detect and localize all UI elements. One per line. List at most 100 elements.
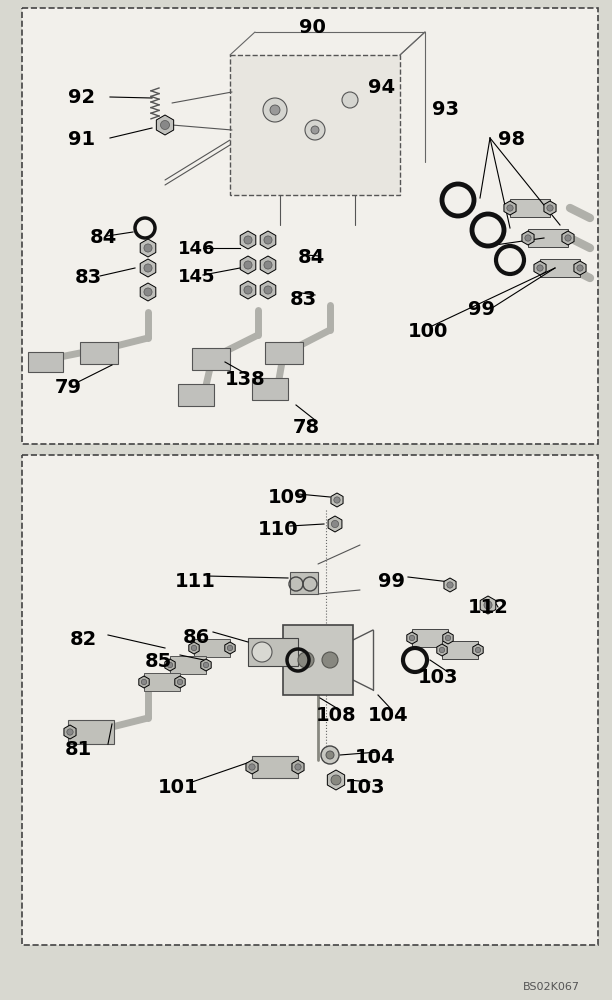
Polygon shape: [260, 256, 276, 274]
Bar: [528, 229, 568, 247]
Circle shape: [484, 601, 492, 609]
Text: 79: 79: [55, 378, 82, 397]
Polygon shape: [175, 676, 185, 688]
Bar: [178, 384, 214, 406]
Polygon shape: [327, 770, 345, 790]
Polygon shape: [328, 516, 342, 532]
Text: 110: 110: [258, 520, 299, 539]
Bar: [248, 638, 298, 666]
Text: 91: 91: [68, 130, 95, 149]
Polygon shape: [139, 676, 149, 688]
Bar: [192, 348, 230, 370]
Circle shape: [322, 652, 338, 668]
Polygon shape: [260, 231, 276, 249]
Polygon shape: [480, 596, 496, 614]
Bar: [68, 720, 114, 744]
Circle shape: [537, 265, 543, 271]
Circle shape: [446, 635, 450, 641]
Circle shape: [332, 520, 338, 528]
Text: 83: 83: [75, 268, 102, 287]
Bar: [442, 641, 478, 659]
Bar: [252, 756, 298, 778]
Text: 145: 145: [178, 268, 215, 286]
Polygon shape: [201, 659, 211, 671]
Circle shape: [331, 775, 341, 785]
Circle shape: [577, 265, 583, 271]
Circle shape: [298, 652, 314, 668]
Circle shape: [439, 647, 445, 653]
Bar: [170, 656, 206, 674]
Bar: [412, 629, 448, 647]
Circle shape: [67, 729, 73, 735]
Text: BS02K067: BS02K067: [523, 982, 580, 992]
Text: 78: 78: [293, 418, 320, 437]
Circle shape: [227, 645, 233, 651]
Text: 101: 101: [158, 778, 199, 797]
Text: 92: 92: [68, 88, 95, 107]
Bar: [144, 673, 180, 691]
Bar: [265, 342, 303, 364]
Polygon shape: [225, 642, 235, 654]
Text: 85: 85: [145, 652, 172, 671]
Polygon shape: [534, 261, 546, 275]
Bar: [28, 352, 63, 372]
Polygon shape: [407, 632, 417, 644]
Circle shape: [263, 98, 287, 122]
Polygon shape: [522, 231, 534, 245]
Polygon shape: [140, 259, 156, 277]
Circle shape: [295, 764, 301, 770]
Polygon shape: [140, 283, 156, 301]
Text: 93: 93: [432, 100, 459, 119]
Text: 108: 108: [316, 706, 357, 725]
Bar: [194, 639, 230, 657]
Circle shape: [321, 746, 339, 764]
Polygon shape: [189, 642, 199, 654]
Circle shape: [507, 205, 513, 211]
Circle shape: [264, 236, 272, 244]
Text: 81: 81: [65, 740, 92, 759]
Text: 83: 83: [290, 290, 317, 309]
Polygon shape: [165, 659, 175, 671]
Text: 84: 84: [90, 228, 118, 247]
Polygon shape: [240, 281, 256, 299]
Circle shape: [144, 264, 152, 272]
Circle shape: [244, 261, 252, 269]
Polygon shape: [240, 256, 256, 274]
Bar: [22, 455, 598, 945]
Bar: [22, 8, 598, 444]
Text: 94: 94: [368, 78, 395, 97]
Text: 111: 111: [175, 572, 216, 591]
Circle shape: [144, 288, 152, 296]
Text: 146: 146: [178, 240, 215, 258]
Text: 104: 104: [355, 748, 395, 767]
Circle shape: [167, 662, 173, 668]
Bar: [290, 572, 318, 594]
Polygon shape: [64, 725, 76, 739]
Circle shape: [249, 764, 255, 770]
Polygon shape: [544, 201, 556, 215]
Circle shape: [332, 776, 340, 784]
Text: 109: 109: [268, 488, 308, 507]
Circle shape: [264, 261, 272, 269]
Polygon shape: [156, 115, 174, 135]
Text: 98: 98: [498, 130, 525, 149]
Circle shape: [334, 497, 340, 503]
Circle shape: [305, 120, 325, 140]
Circle shape: [192, 645, 196, 651]
Polygon shape: [473, 644, 483, 656]
Text: 104: 104: [368, 706, 409, 725]
Circle shape: [342, 92, 358, 108]
Polygon shape: [331, 493, 343, 507]
Text: 138: 138: [225, 370, 266, 389]
Bar: [252, 378, 288, 400]
Text: 90: 90: [299, 18, 326, 37]
Text: 99: 99: [468, 300, 495, 319]
Polygon shape: [437, 644, 447, 656]
Bar: [510, 199, 550, 217]
Circle shape: [409, 635, 415, 641]
Circle shape: [160, 120, 170, 129]
Text: 99: 99: [378, 572, 405, 591]
Text: 103: 103: [418, 668, 458, 687]
Polygon shape: [240, 231, 256, 249]
Circle shape: [177, 679, 183, 685]
